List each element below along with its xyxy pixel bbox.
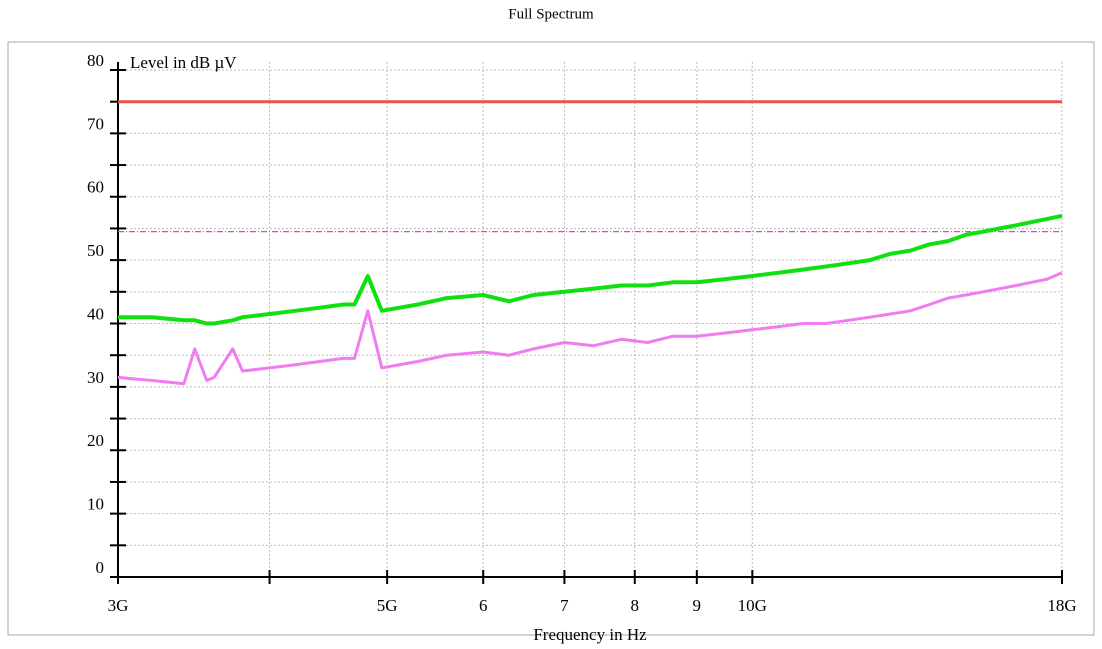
x-tick-label: 6 <box>479 596 488 615</box>
y-tick-label: 80 <box>87 51 104 70</box>
y-tick-label: 0 <box>96 558 105 577</box>
y-axis-label: Level in dB µV <box>130 53 237 72</box>
y-tick-label: 60 <box>87 178 104 197</box>
x-tick-label: 18G <box>1047 596 1076 615</box>
y-tick-label: 40 <box>87 304 104 323</box>
x-tick-label: 9 <box>693 596 702 615</box>
x-tick-label: 10G <box>738 596 767 615</box>
y-tick-label: 70 <box>87 114 104 133</box>
trace <box>117 271 1063 386</box>
x-tick-label: 3G <box>108 596 129 615</box>
y-tick-label: 10 <box>87 495 104 514</box>
y-tick-label: 50 <box>87 241 104 260</box>
x-tick-label: 7 <box>560 596 569 615</box>
trace <box>118 213 1063 326</box>
x-axis-label: Frequency in Hz <box>533 625 647 644</box>
y-tick-label: 30 <box>87 368 104 387</box>
x-tick-label: 8 <box>631 596 640 615</box>
x-tick-label: 5G <box>377 596 398 615</box>
chart-title: Full Spectrum <box>508 6 594 22</box>
y-tick-label: 20 <box>87 431 104 450</box>
frame <box>7 41 1095 636</box>
